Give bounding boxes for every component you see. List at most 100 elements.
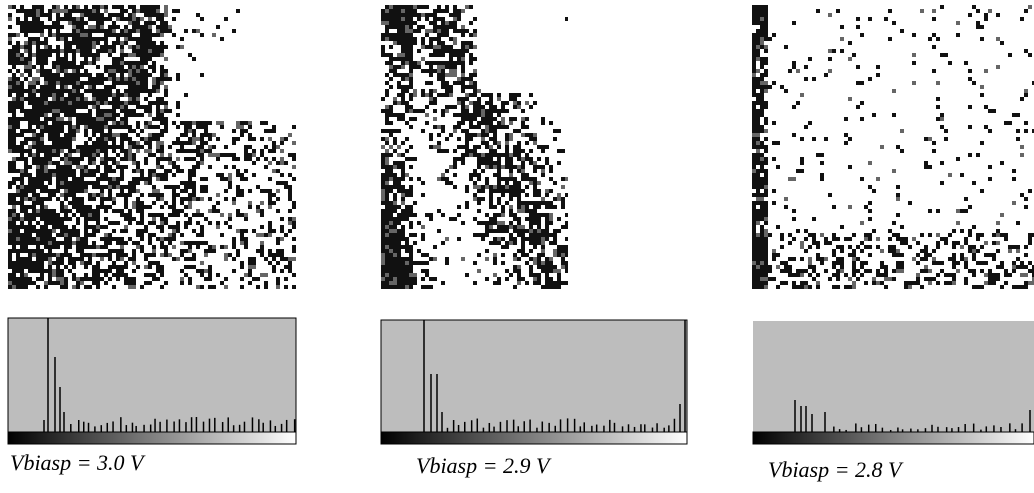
pixel: [88, 49, 92, 53]
pixel: [996, 249, 1000, 253]
pixel: [112, 161, 116, 165]
pixel: [128, 153, 132, 157]
pixel: [64, 193, 68, 197]
pixel: [92, 41, 96, 45]
pixel: [12, 65, 16, 69]
pixel: [397, 101, 401, 105]
pixel: [948, 173, 952, 177]
pixel: [200, 73, 204, 77]
pixel: [48, 161, 52, 165]
pixel: [40, 105, 44, 109]
pixel: [100, 133, 104, 137]
pixel: [441, 49, 445, 53]
pixel: [100, 21, 104, 25]
pixel: [60, 233, 64, 237]
pixel: [88, 45, 92, 49]
pixel: [52, 93, 56, 97]
pixel: [148, 53, 152, 57]
pixel: [192, 229, 196, 233]
pixel: [212, 153, 216, 157]
pixel: [489, 165, 493, 169]
pixel: [196, 121, 200, 125]
pixel: [52, 81, 56, 85]
pixel: [244, 217, 248, 221]
pixel: [104, 101, 108, 105]
pixel: [457, 145, 461, 149]
pixel: [48, 181, 52, 185]
pixel: [44, 161, 48, 165]
pixel: [140, 33, 144, 37]
pixel: [184, 181, 188, 185]
pixel: [32, 29, 36, 33]
pixel: [128, 141, 132, 145]
pixel: [393, 201, 397, 205]
pixel: [32, 65, 36, 69]
pixel: [385, 177, 389, 181]
pixel: [8, 281, 12, 285]
pixel: [60, 85, 64, 89]
pixel: [505, 109, 509, 113]
pixel: [537, 229, 541, 233]
pixel: [852, 253, 856, 257]
pixel: [393, 161, 397, 165]
pixel: [148, 261, 152, 265]
pixel: [16, 185, 20, 189]
pixel: [513, 241, 517, 245]
pixel: [8, 145, 12, 149]
pixel: [44, 157, 48, 161]
pixel: [88, 173, 92, 177]
pixel: [20, 25, 24, 29]
pixel: [505, 133, 509, 137]
pixel: [128, 5, 132, 9]
pixel: [120, 209, 124, 213]
pixel: [192, 173, 196, 177]
pixel: [445, 25, 449, 29]
pixel: [252, 277, 256, 281]
pixel: [36, 141, 40, 145]
pixel: [381, 145, 385, 149]
pixel: [409, 33, 413, 37]
pixel: [397, 249, 401, 253]
pixel: [385, 261, 389, 265]
pixel: [441, 85, 445, 89]
pixel: [28, 181, 32, 185]
pixel: [272, 157, 276, 161]
pixel: [156, 49, 160, 53]
pixel: [992, 233, 996, 237]
pixel: [752, 201, 756, 205]
pixel: [96, 81, 100, 85]
pixel: [140, 217, 144, 221]
pixel: [40, 229, 44, 233]
pixel: [896, 265, 900, 269]
pixel: [36, 133, 40, 137]
pixel: [405, 205, 409, 209]
pixel: [477, 177, 481, 181]
pixel: [152, 189, 156, 193]
pixel: [453, 17, 457, 21]
pixel: [76, 161, 80, 165]
pixel: [397, 9, 401, 13]
pixel: [389, 185, 393, 189]
pixel: [493, 253, 497, 257]
pixel: [780, 237, 784, 241]
pixel: [28, 9, 32, 13]
pixel: [184, 129, 188, 133]
pixel: [188, 245, 192, 249]
pixel: [28, 121, 32, 125]
pixel: [272, 141, 276, 145]
pixel: [116, 69, 120, 73]
pixel: [397, 261, 401, 265]
image-panel: [752, 5, 1034, 289]
pixel: [848, 253, 852, 257]
pixel: [760, 277, 764, 281]
pixel: [200, 261, 204, 265]
pixel: [401, 269, 405, 273]
pixel: [132, 157, 136, 161]
pixel: [457, 137, 461, 141]
pixel: [20, 97, 24, 101]
pixel: [204, 241, 208, 245]
pixel: [180, 277, 184, 281]
pixel: [417, 49, 421, 53]
pixel: [128, 45, 132, 49]
pixel: [156, 173, 160, 177]
